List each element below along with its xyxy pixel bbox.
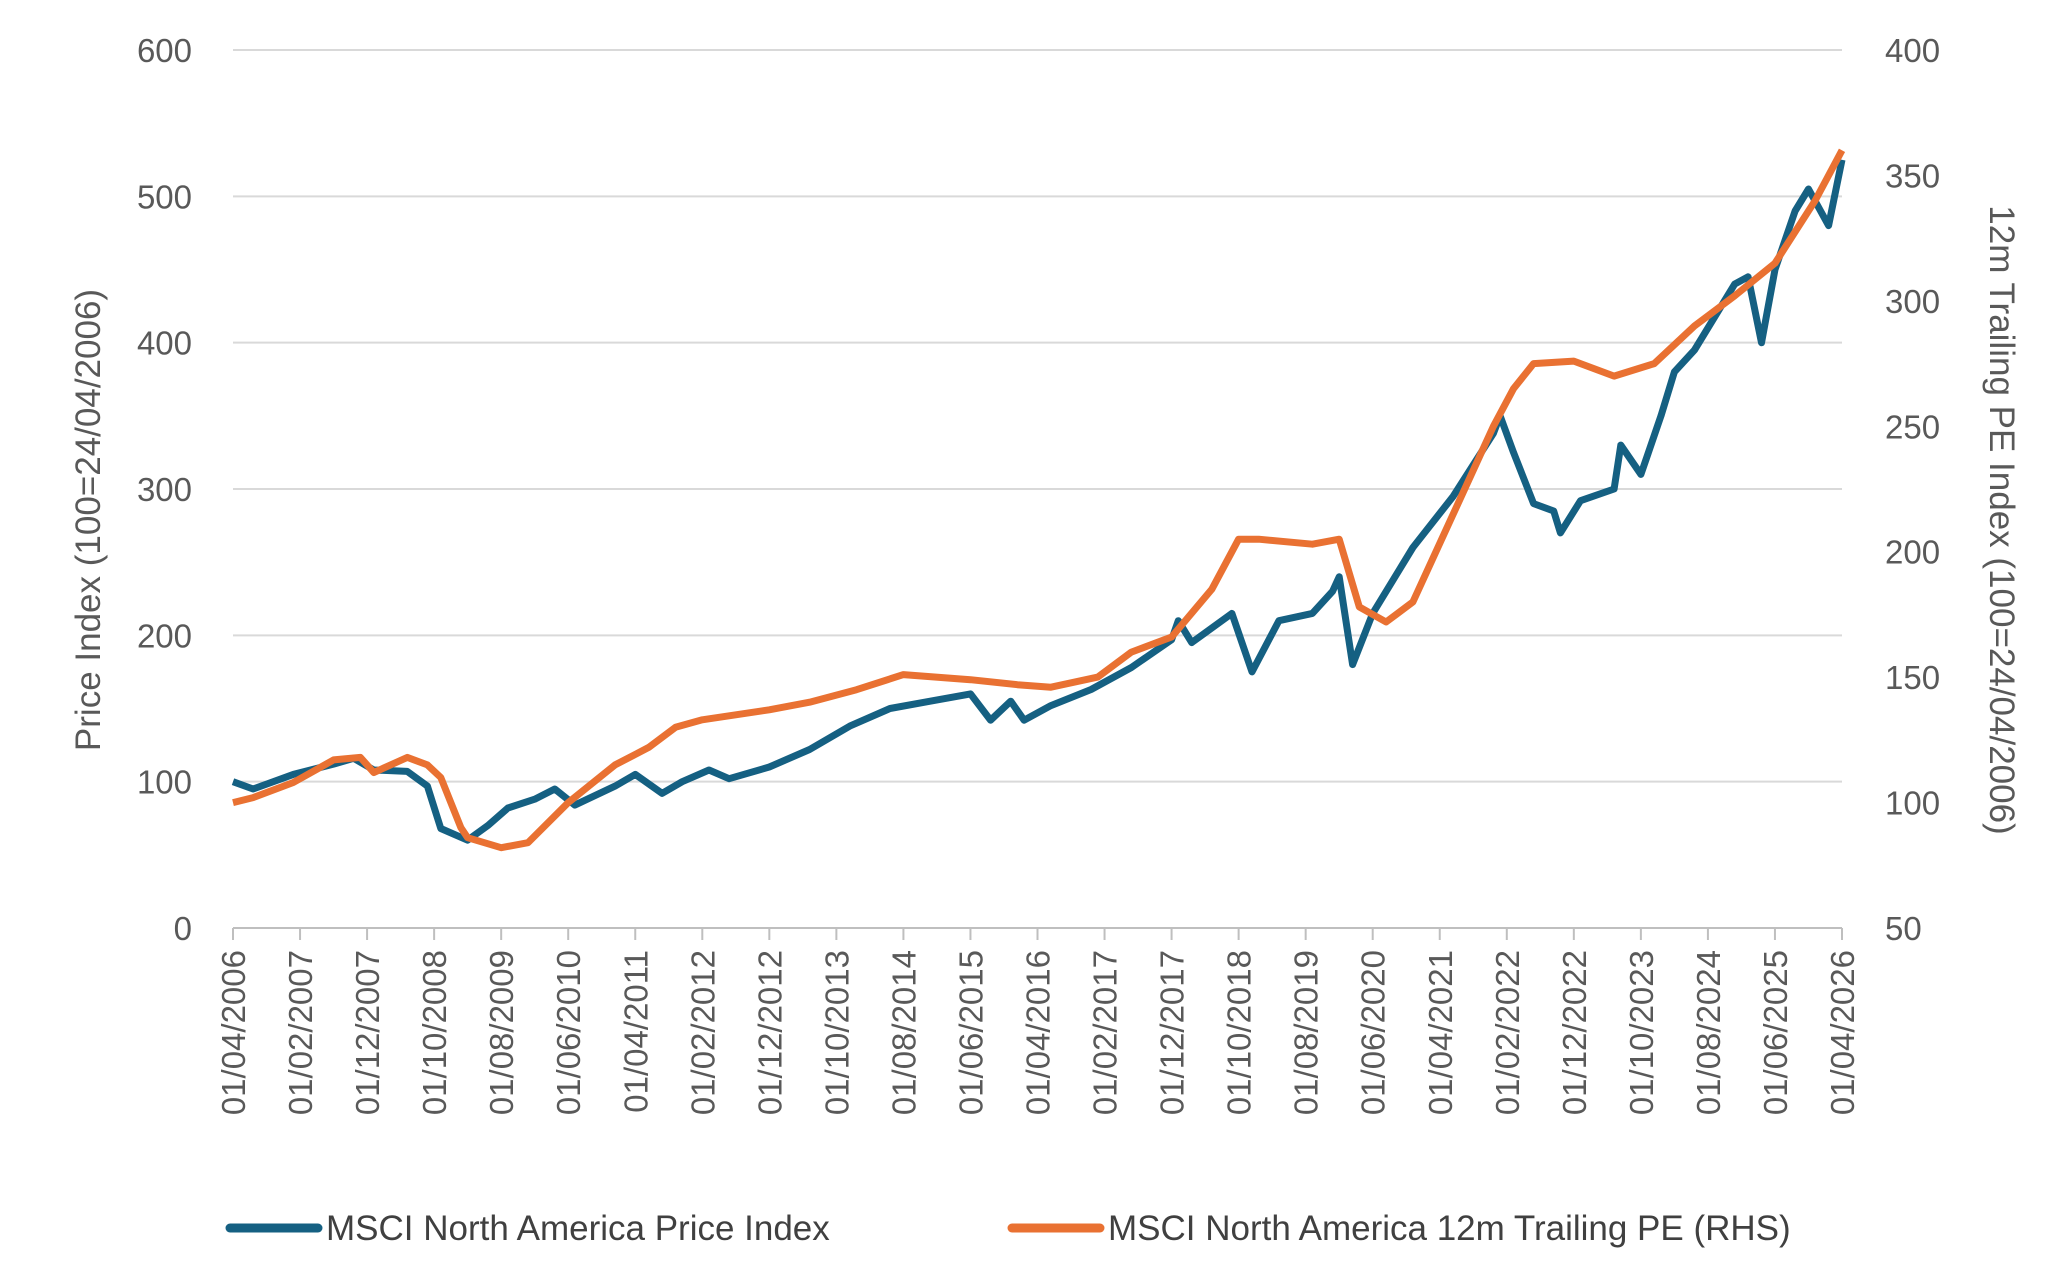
x-tick-label: 01/04/2021 — [1422, 950, 1459, 1115]
x-tick-label: 01/12/2012 — [751, 950, 788, 1115]
x-tick-label: 01/08/2019 — [1288, 950, 1325, 1115]
x-tick-label: 01/08/2009 — [483, 950, 520, 1115]
legend-label-price: MSCI North America Price Index — [326, 1209, 830, 1248]
left-axis-title: Price Index (100=24/04/2006) — [69, 289, 108, 751]
y-tick-label: 500 — [137, 178, 192, 215]
x-tick-label: 01/06/2010 — [550, 950, 587, 1115]
y-tick-label: 200 — [137, 617, 192, 654]
x-tick-label: 01/10/2023 — [1623, 950, 1660, 1115]
x-tick-label: 01/06/2020 — [1355, 950, 1392, 1115]
x-tick-label: 01/08/2024 — [1690, 950, 1727, 1115]
y-tick-label: 100 — [137, 764, 192, 801]
x-tick-label: 01/04/2011 — [617, 950, 654, 1113]
x-axis-ticks: 01/04/2006 01/02/2007 01/12/2007 01/10/2008… — [215, 928, 1861, 1115]
right-axis-title: 12m Trailing PE Index (100=24/04/2006) — [1982, 205, 2021, 834]
legend-label-pe: MSCI North America 12m Trailing PE (RHS) — [1108, 1209, 1791, 1248]
x-tick-label: 01/10/2008 — [416, 950, 453, 1115]
y-tick-label: 0 — [174, 910, 192, 947]
y-tick-label: 400 — [137, 325, 192, 362]
y2-tick-label: 200 — [1885, 534, 1940, 571]
x-tick-label: 01/08/2014 — [885, 950, 922, 1115]
x-tick-label: 01/04/2006 — [215, 950, 252, 1115]
x-tick-label: 01/06/2015 — [952, 950, 989, 1115]
x-tick-label: 01/04/2016 — [1020, 950, 1057, 1115]
x-tick-label: 01/02/2022 — [1489, 950, 1526, 1115]
y2-tick-label: 350 — [1885, 157, 1940, 194]
trailing-pe-line — [232, 148, 1846, 852]
legend: MSCI North America Price Index MSCI Nort… — [225, 1209, 1791, 1248]
price-index-line — [231, 159, 1846, 844]
x-tick-label: 01/02/2007 — [282, 950, 319, 1115]
y-tick-label: 300 — [137, 471, 192, 508]
left-axis-ticks: 0 100 200 300 400 500 600 — [137, 32, 192, 947]
y2-tick-label: 300 — [1885, 283, 1940, 320]
y2-tick-label: 150 — [1885, 659, 1940, 696]
x-tick-label: 01/12/2017 — [1154, 950, 1191, 1115]
gridlines — [233, 49, 1842, 929]
y2-tick-label: 50 — [1885, 910, 1922, 947]
x-tick-label: 01/10/2013 — [818, 950, 855, 1115]
right-axis-ticks: 50 100 150 200 250 300 350 400 — [1885, 32, 1940, 947]
x-tick-label: 01/04/2026 — [1824, 950, 1861, 1115]
x-tick-label: 01/02/2012 — [684, 950, 721, 1115]
x-tick-label: 01/12/2022 — [1556, 950, 1593, 1115]
x-tick-label: 01/12/2007 — [349, 950, 386, 1115]
y2-tick-label: 100 — [1885, 785, 1940, 822]
series-lines — [231, 148, 1846, 852]
y2-tick-label: 250 — [1885, 408, 1940, 445]
y-tick-label: 600 — [137, 32, 192, 69]
x-tick-label: 01/02/2017 — [1087, 950, 1124, 1115]
x-tick-label: 01/10/2018 — [1221, 950, 1258, 1115]
x-tick-label: 01/06/2025 — [1757, 950, 1794, 1115]
y2-tick-label: 400 — [1885, 32, 1940, 69]
